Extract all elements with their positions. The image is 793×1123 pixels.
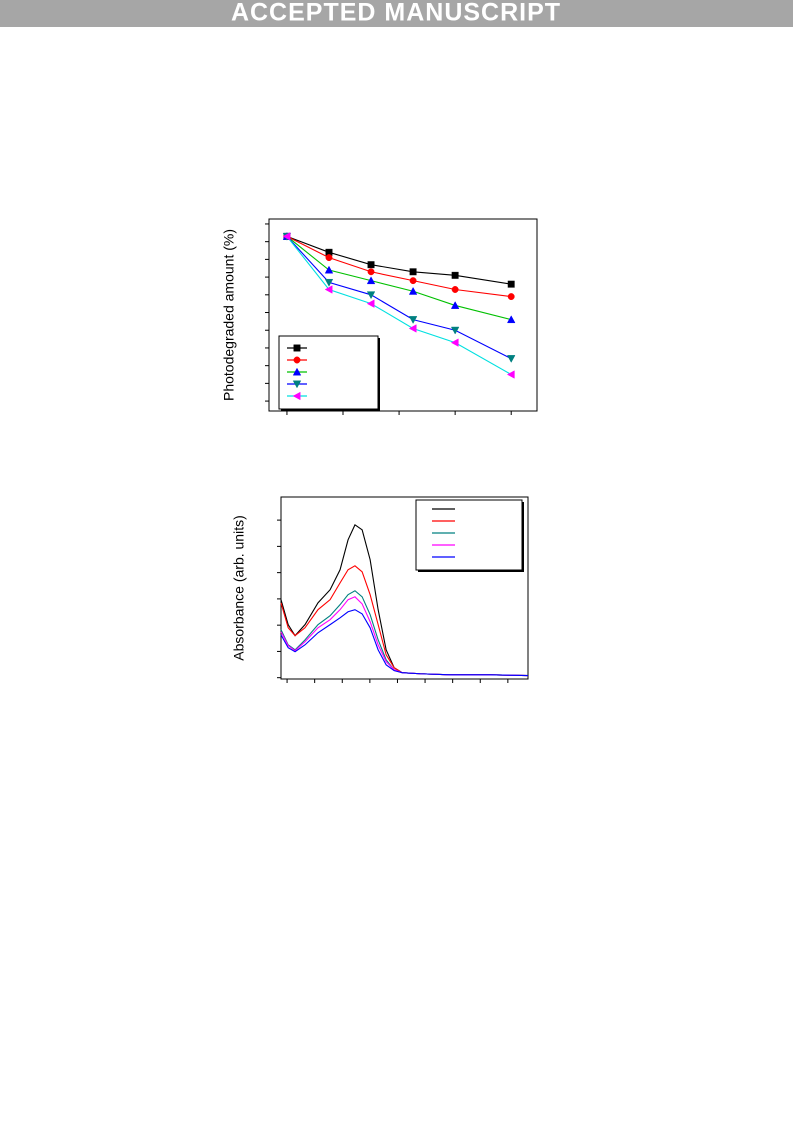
marker	[408, 316, 418, 324]
y-axis-label: Photodegraded amount (%)	[221, 229, 237, 401]
marker	[450, 326, 460, 335]
legend	[415, 499, 523, 571]
marker	[451, 286, 459, 293]
series-line	[286, 235, 512, 360]
series-line	[286, 235, 512, 285]
series-line	[286, 236, 512, 375]
marker	[324, 285, 333, 294]
marker	[366, 291, 376, 300]
marker	[282, 232, 291, 241]
marker	[325, 254, 333, 262]
legend-marker	[293, 356, 301, 364]
marker	[506, 355, 516, 363]
series-line	[280, 596, 529, 677]
legend-marker	[292, 380, 302, 389]
marker	[507, 293, 515, 301]
marker	[408, 286, 418, 295]
marker	[409, 268, 417, 276]
marker	[324, 265, 334, 274]
marker	[507, 280, 515, 288]
marker	[367, 268, 375, 276]
marker	[450, 301, 460, 309]
marker	[408, 324, 417, 333]
marker	[450, 338, 459, 347]
y-axis-label: Absorbance (arb. units)	[231, 515, 247, 661]
chart: Photodegraded amount (%)	[221, 218, 538, 415]
series-line	[286, 235, 512, 298]
chart: Absorbance (arb. units)	[231, 496, 529, 683]
banner	[0, 0, 793, 27]
marker	[451, 271, 459, 279]
marker	[506, 370, 515, 379]
marker	[366, 299, 375, 308]
series-line	[280, 565, 529, 677]
legend-marker	[293, 344, 301, 352]
marker	[324, 278, 334, 287]
banner-text: ACCEPTED MANUSCRIPT	[231, 0, 561, 27]
series-line	[286, 235, 512, 321]
marker	[506, 315, 516, 324]
plot-frame	[280, 496, 529, 680]
marker	[367, 261, 375, 269]
plot-frame	[268, 218, 538, 412]
series-line	[280, 609, 529, 677]
legend-marker	[292, 367, 302, 376]
marker	[366, 276, 376, 285]
marker	[409, 277, 417, 285]
legend-marker	[292, 391, 301, 401]
